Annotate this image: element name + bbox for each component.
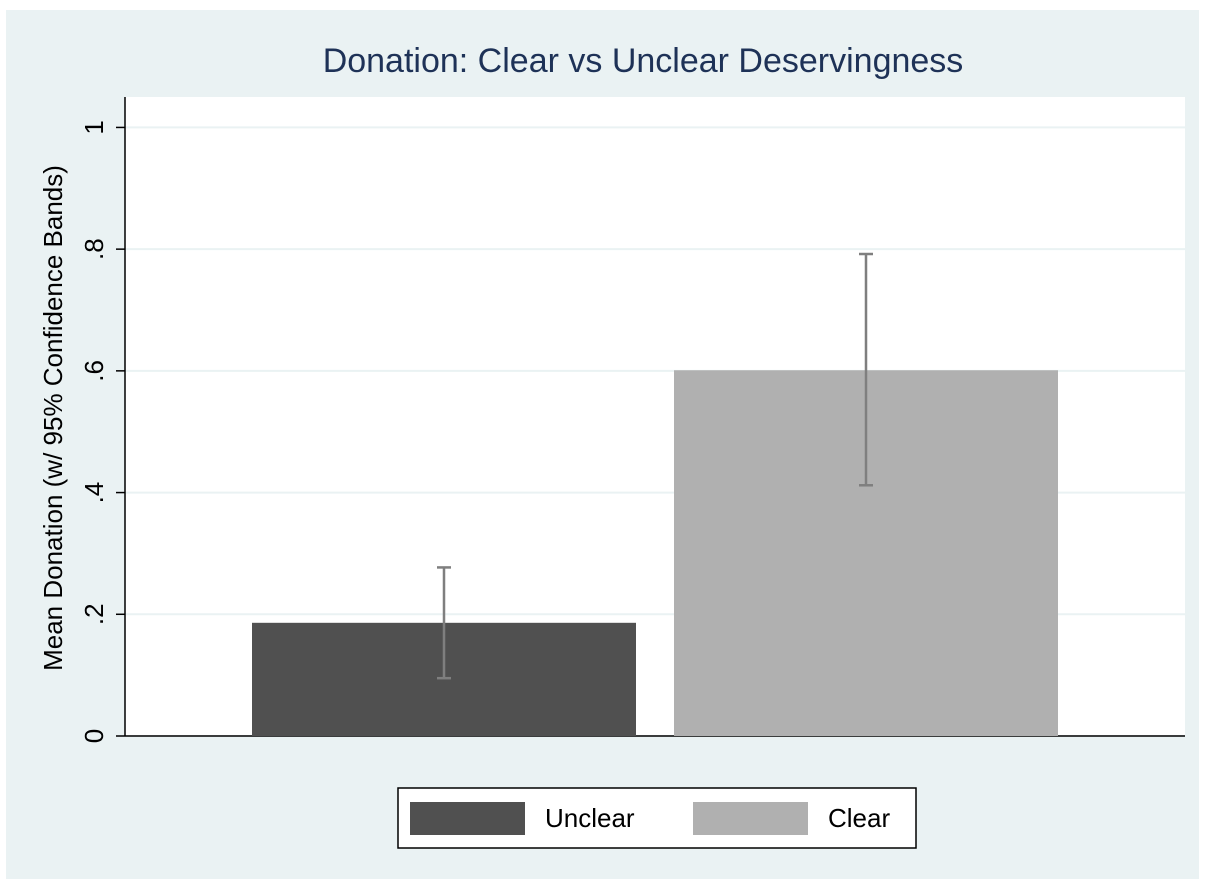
legend-swatch (693, 802, 808, 835)
y-axis-title: Mean Donation (w/ 95% Confidence Bands) (38, 165, 68, 671)
error-bar (859, 252, 873, 487)
legend-swatch (410, 802, 525, 835)
error-bar (437, 566, 451, 680)
y-tick-label: .6 (79, 360, 109, 382)
y-tick-label: .2 (79, 603, 109, 625)
y-tick-label: .4 (79, 482, 109, 504)
y-tick-label: 0 (79, 729, 109, 743)
chart-title: Donation: Clear vs Unclear Deservingness (323, 42, 964, 80)
y-tick-label: .8 (79, 238, 109, 260)
legend-label: Unclear (545, 803, 635, 833)
legend-label: Clear (828, 803, 890, 833)
y-tick-label: 1 (79, 120, 109, 134)
